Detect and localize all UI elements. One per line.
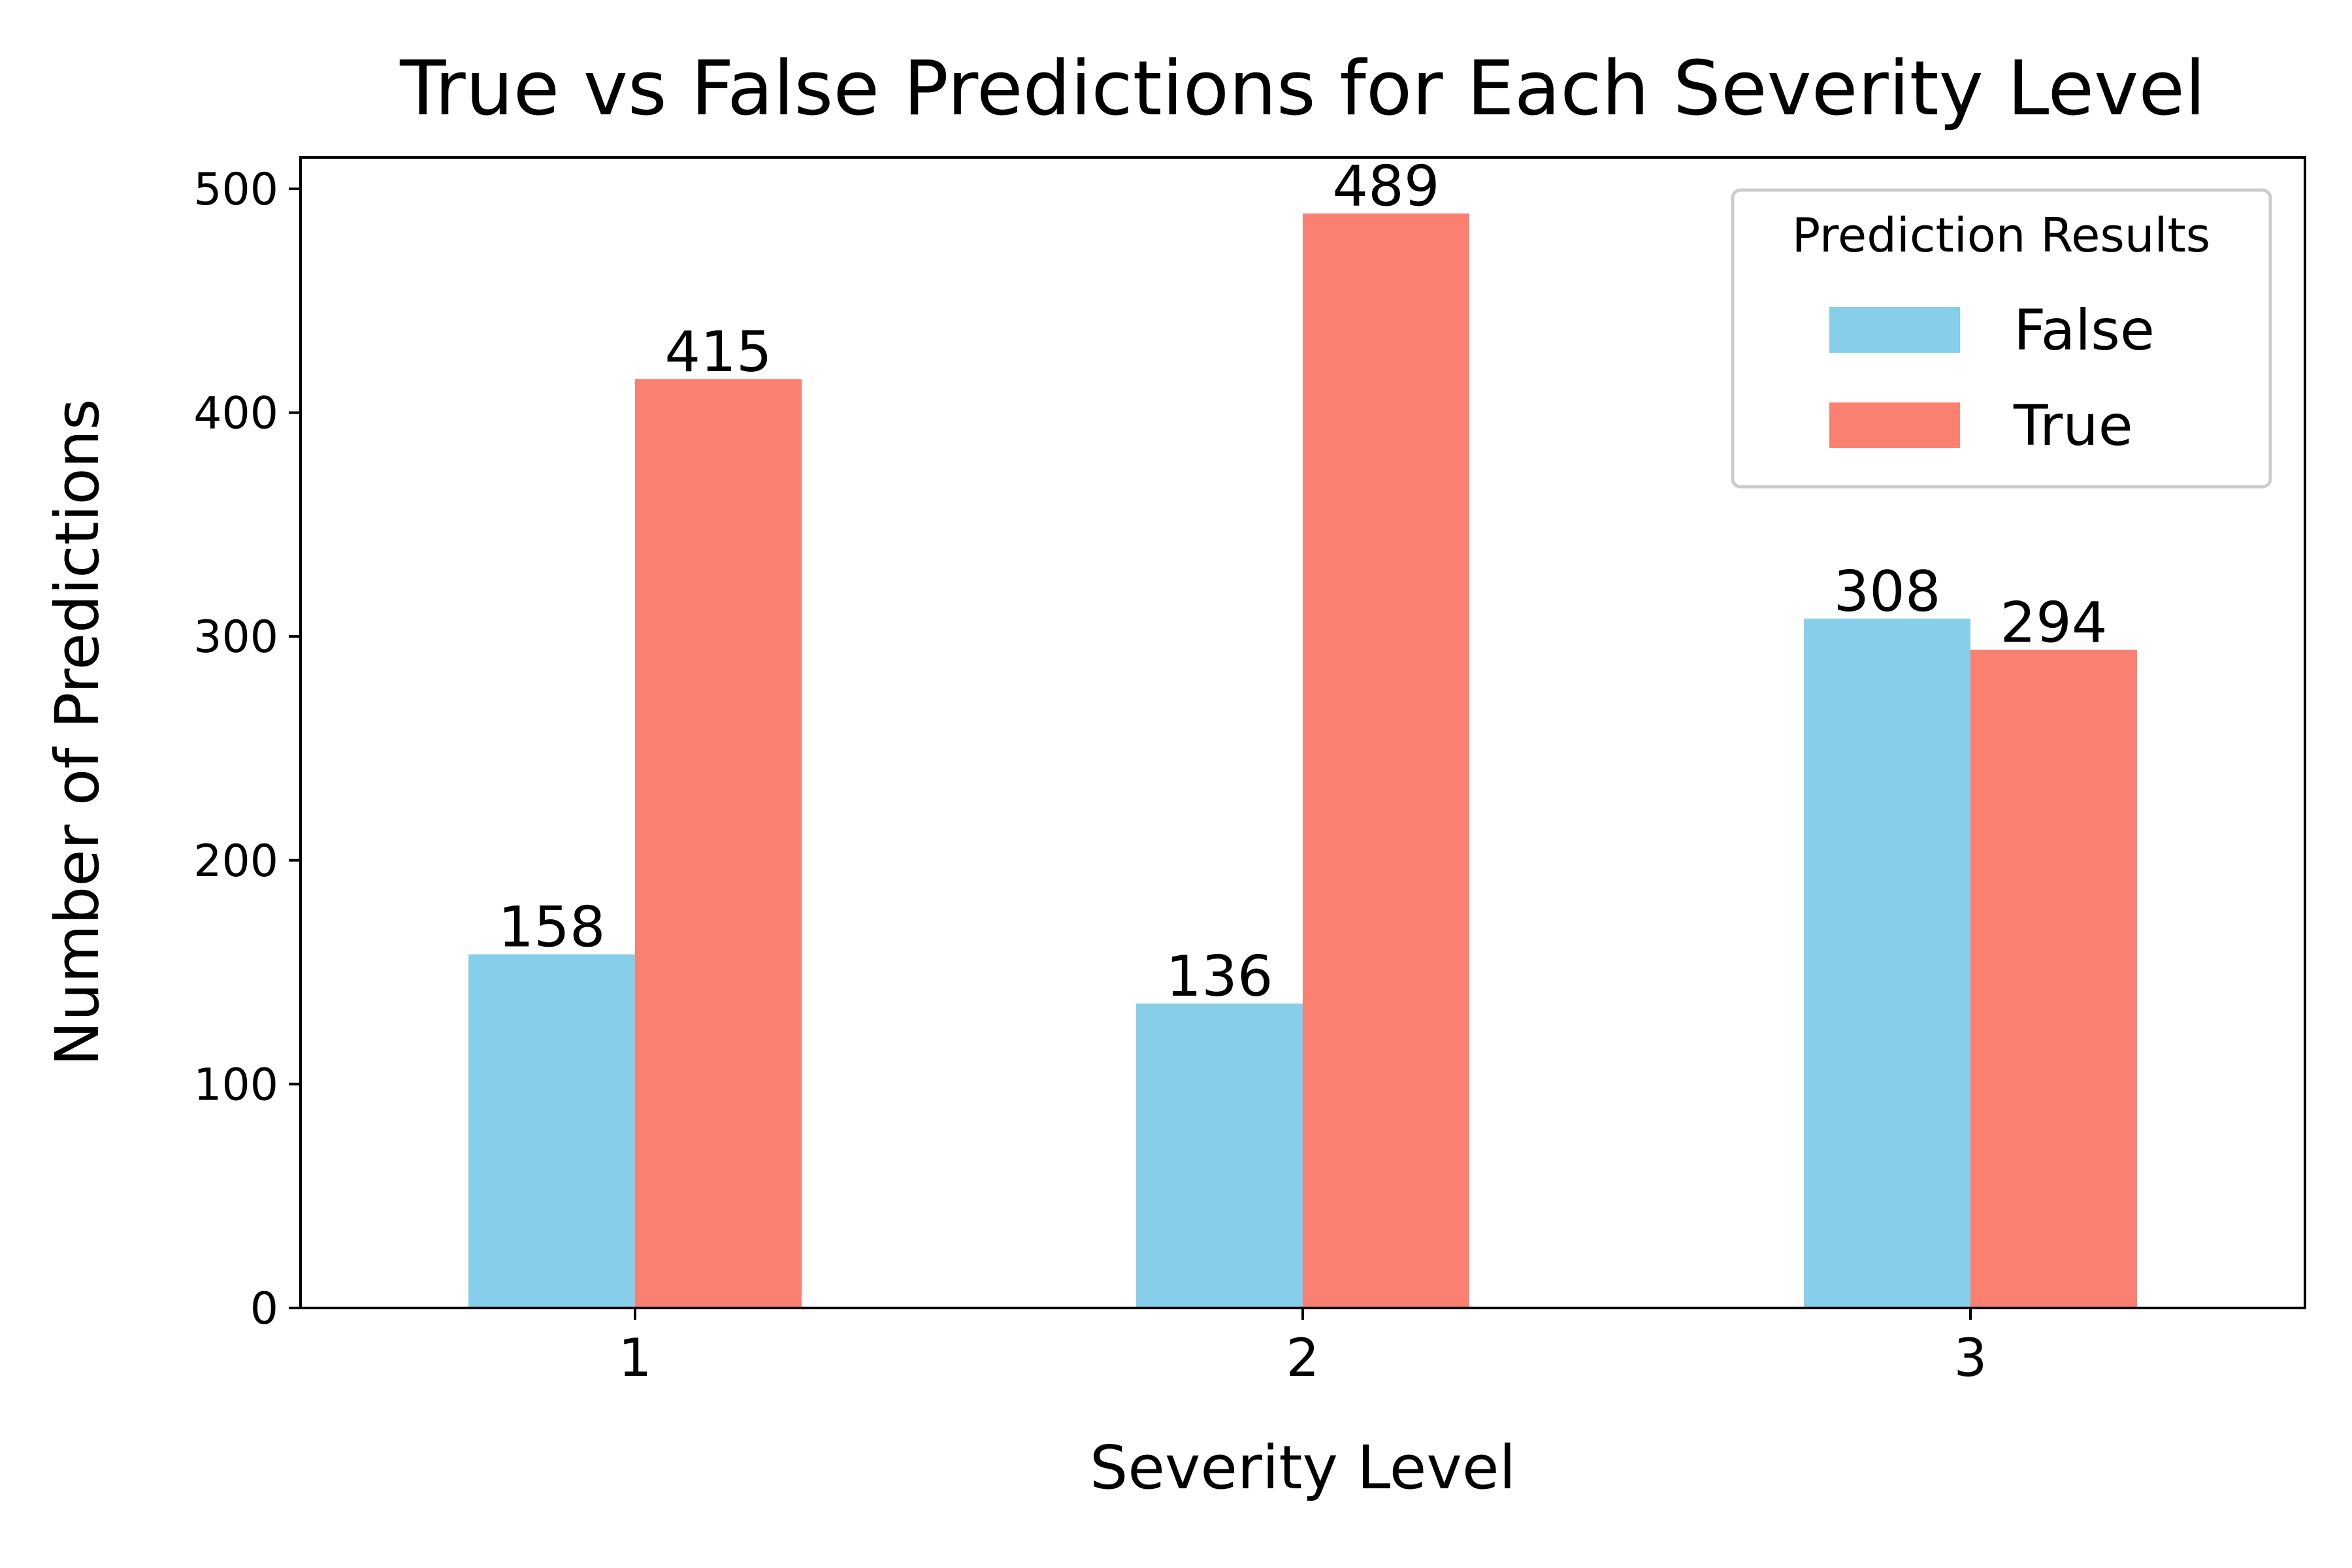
y-tick-label: 100 — [193, 1059, 278, 1111]
legend-label-false: False — [2014, 298, 2155, 363]
x-tick-label: 3 — [1954, 1328, 1987, 1388]
y-tick-label: 300 — [193, 612, 278, 663]
bar-false-1 — [468, 954, 635, 1308]
bar-false-3 — [1804, 618, 1970, 1308]
y-tick-label: 500 — [193, 164, 278, 216]
chart-title: True vs False Predictions for Each Sever… — [399, 45, 2206, 133]
axes-group: 0 100 200 300 400 500 1 2 3 — [193, 164, 1987, 1388]
legend: Prediction Results False True — [1731, 188, 2272, 489]
value-label-true-1: 415 — [664, 319, 772, 385]
value-label-false-1: 158 — [498, 895, 605, 960]
value-label-true-3: 294 — [2000, 591, 2107, 656]
legend-title: Prediction Results — [1792, 208, 2211, 263]
legend-swatch-false — [1829, 307, 1960, 353]
legend-label-true: True — [2013, 393, 2133, 459]
value-label-false-3: 308 — [1833, 559, 1940, 625]
bar-false-2 — [1136, 1004, 1303, 1308]
plot-frame — [299, 156, 2306, 1309]
y-axis-label: Number of Predictions — [42, 399, 112, 1066]
bars-group — [468, 213, 2137, 1309]
bar-true-3 — [1970, 649, 2137, 1308]
legend-items: False True — [1829, 298, 2155, 459]
value-label-false-2: 136 — [1166, 944, 1273, 1009]
legend-swatch-true — [1829, 402, 1960, 448]
x-tick-label: 2 — [1286, 1328, 1320, 1388]
bar-true-1 — [635, 379, 802, 1308]
value-label-true-2: 489 — [1332, 154, 1439, 220]
value-labels-group: 158 136 308 415 489 294 — [498, 154, 2107, 1009]
x-axis-label: Severity Level — [1090, 1433, 1516, 1503]
y-tick-label: 400 — [193, 388, 278, 440]
y-tick-label: 0 — [250, 1283, 278, 1335]
bar-true-2 — [1303, 213, 1469, 1309]
x-tick-label: 1 — [619, 1328, 652, 1388]
y-tick-label: 200 — [193, 836, 278, 887]
